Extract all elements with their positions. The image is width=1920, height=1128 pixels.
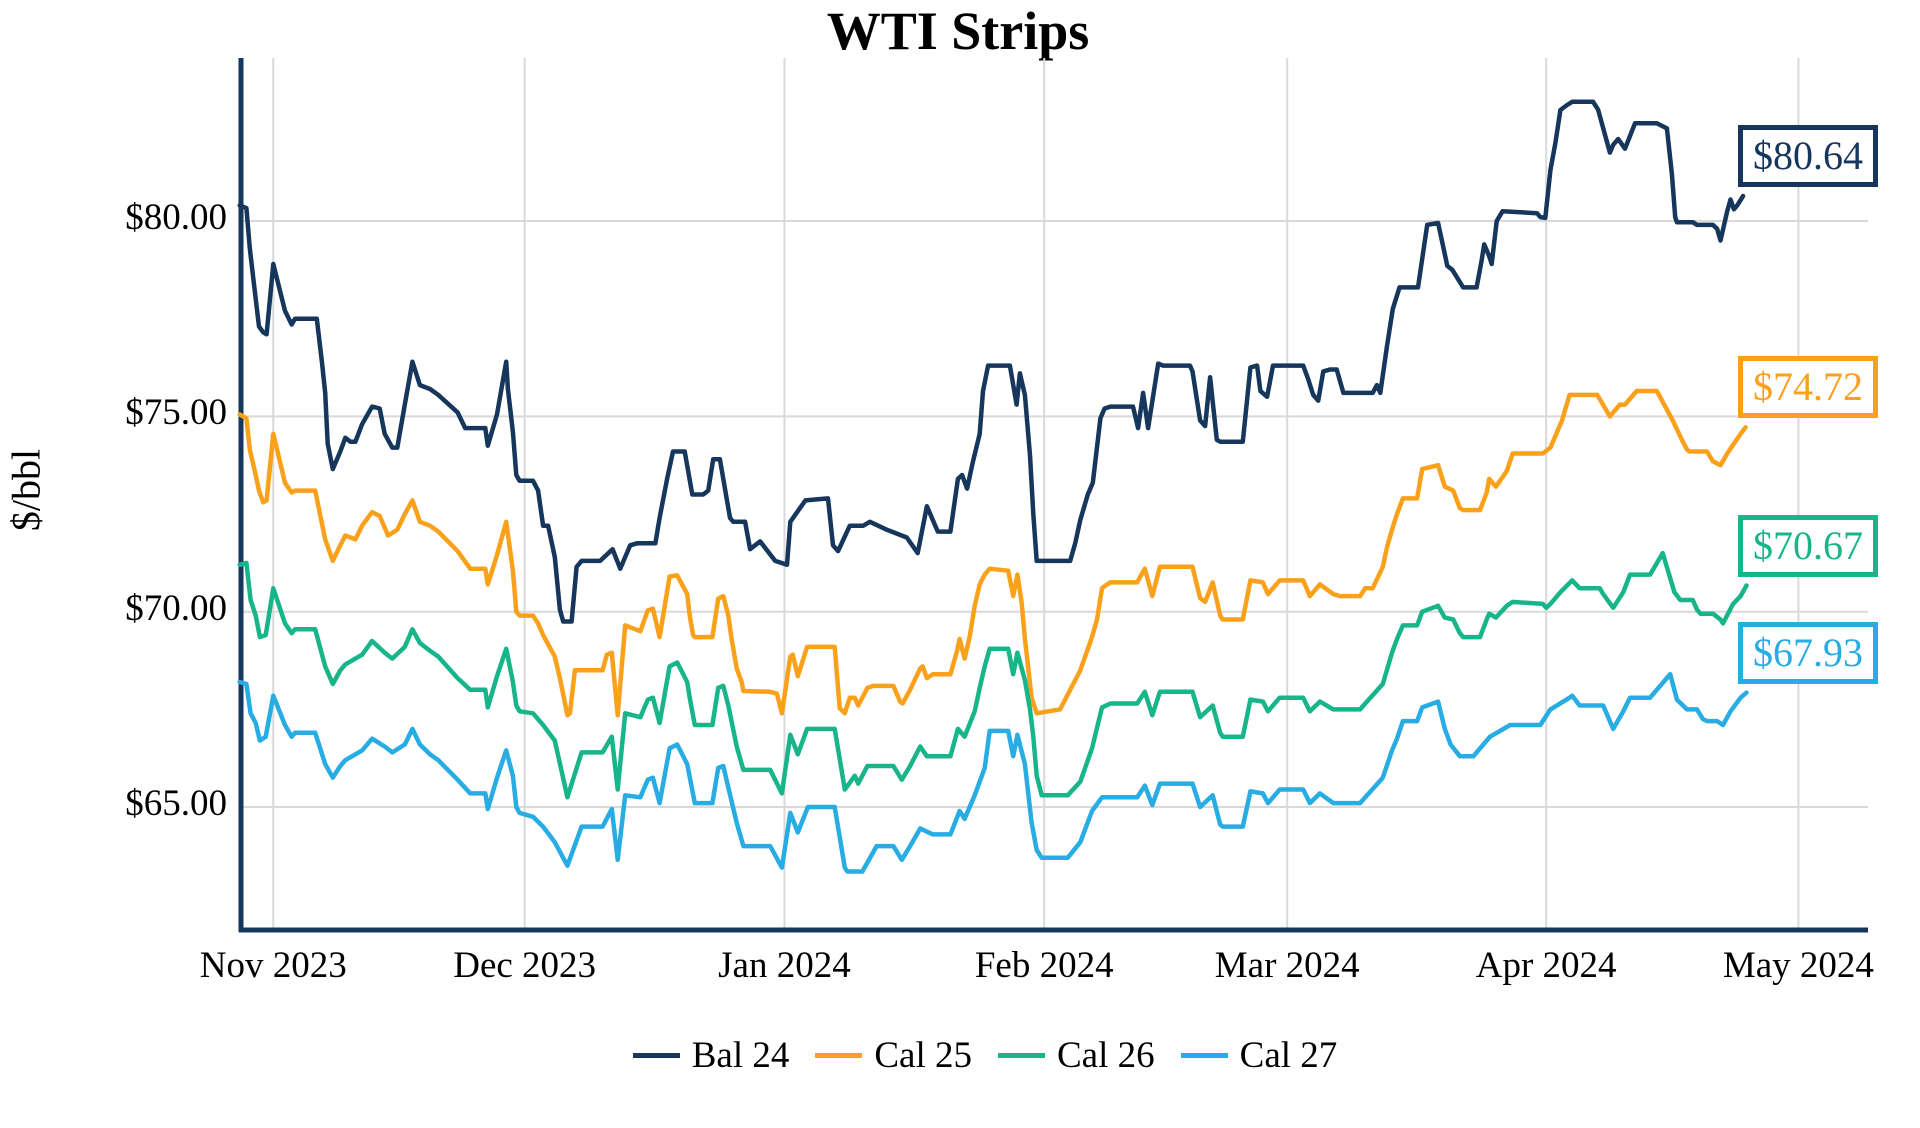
x-tick-label: Apr 2024 [1475,945,1617,986]
y-tick-label: $65.00 [125,783,227,825]
end-label-cal-27: $67.93 [1738,621,1878,684]
x-tick-label: Feb 2024 [974,945,1114,986]
legend-label: Cal 27 [1239,1035,1338,1076]
series-line-cal-27 [237,671,1749,874]
x-tick-label: Mar 2024 [1214,945,1360,986]
legend-swatch-icon [632,1053,680,1058]
legend-swatch-icon [1180,1053,1228,1058]
legend-item-cal-25: Cal 25 [815,1034,972,1077]
legend-swatch-icon [815,1053,863,1058]
x-tick-label: Nov 2023 [199,945,347,986]
y-tick-label: $80.00 [125,197,227,238]
legend-label: Cal 25 [874,1035,972,1076]
series-line-cal-25 [237,388,1748,718]
series-line-cal-26 [237,550,1749,800]
end-label-bal-24: $80.64 [1738,124,1878,187]
legend-label: Bal 24 [691,1035,790,1076]
x-tick-label: Jan 2024 [718,945,851,986]
legend-label: Cal 26 [1057,1035,1155,1076]
legend: Bal 24 Cal 25 Cal 26 Cal 27 [0,1034,1920,1077]
legend-item-cal-26: Cal 26 [998,1034,1155,1077]
x-tick-label: May 2024 [1722,945,1874,986]
y-tick-label: $70.00 [125,587,227,629]
end-label-cal-26: $70.67 [1738,514,1878,577]
y-tick-label: $75.00 [125,392,227,434]
legend-item-bal-24: Bal 24 [632,1034,790,1077]
chart-title: WTI Strips [826,1,1090,61]
series-line-bal-24 [237,99,1746,624]
end-label-cal-25: $74.72 [1738,356,1878,419]
legend-item-cal-27: Cal 27 [1180,1034,1338,1077]
legend-swatch-icon [998,1053,1045,1058]
x-tick-label: Dec 2023 [453,945,597,986]
